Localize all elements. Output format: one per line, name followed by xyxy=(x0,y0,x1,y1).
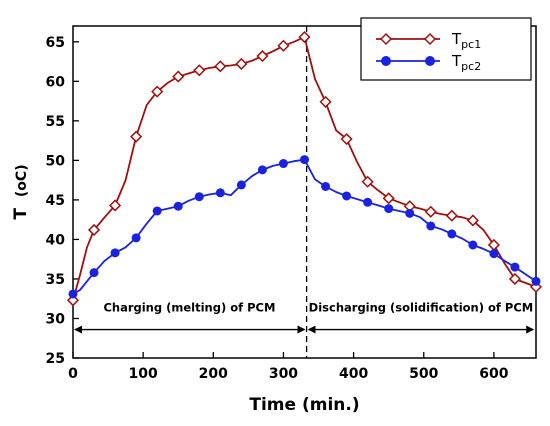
y-tick-label: 40 xyxy=(46,232,66,248)
charging-annotation: Charging (melting) of PCM xyxy=(103,300,275,314)
data-point-tpc1 xyxy=(298,31,311,44)
data-point-tpc2 xyxy=(173,201,183,211)
data-point-tpc1 xyxy=(382,192,395,205)
annotation-layer: Charging (melting) of PCM Discharging (s… xyxy=(74,300,535,334)
data-point-tpc1 xyxy=(508,272,522,286)
x-tick-label: 400 xyxy=(339,366,368,382)
legend-label-tpc2-main: T xyxy=(451,52,462,70)
legend-marker-tpc1-left xyxy=(379,32,393,46)
data-point-tpc1 xyxy=(319,95,332,108)
x-tick-label: 100 xyxy=(129,366,158,382)
data-point-tpc1 xyxy=(214,60,227,73)
x-tick-label: 300 xyxy=(269,366,298,382)
series-line-tpc2 xyxy=(72,158,537,295)
data-point-tpc1 xyxy=(445,209,458,222)
data-point-tpc2 xyxy=(384,204,394,214)
data-point-tpc2 xyxy=(110,248,120,258)
y-tick-label: 60 xyxy=(46,74,66,90)
plot-border xyxy=(72,25,537,359)
data-point-tpc2 xyxy=(447,229,457,239)
data-point-tpc2 xyxy=(468,240,478,250)
series-tpc2 xyxy=(68,155,541,299)
data-point-tpc2 xyxy=(531,276,541,286)
y-tick-label: 30 xyxy=(46,311,66,327)
data-point-tpc2 xyxy=(300,155,309,165)
plot-frame xyxy=(72,25,537,359)
data-point-tpc1 xyxy=(66,294,80,307)
data-point-tpc2 xyxy=(236,180,246,190)
x-axis-label: Time (min.) xyxy=(249,395,359,415)
data-point-tpc1 xyxy=(151,85,164,98)
x-tick-label: 600 xyxy=(479,366,508,382)
data-point-tpc1 xyxy=(256,49,269,63)
data-point-tpc1 xyxy=(172,70,185,83)
y-tick-label: 50 xyxy=(46,153,66,169)
data-point-tpc1 xyxy=(277,39,290,52)
data-point-tpc1 xyxy=(235,57,248,71)
data-point-tpc1 xyxy=(424,205,437,218)
data-point-tpc2 xyxy=(489,249,499,259)
y-tick-label: 45 xyxy=(46,193,65,209)
legend-label-tpc2: Tpc2 xyxy=(451,52,481,73)
data-point-tpc2 xyxy=(278,159,288,169)
legend-box xyxy=(360,17,532,81)
data-point-tpc2 xyxy=(405,208,415,218)
x-tick-label: 0 xyxy=(68,366,78,382)
y-axis: 25 30 35 40 45 50 55 60 65 xyxy=(46,35,79,367)
data-point-tpc1 xyxy=(87,223,101,237)
data-point-tpc2 xyxy=(152,206,162,216)
data-point-tpc2 xyxy=(257,165,267,175)
legend-label-tpc1-main: T xyxy=(451,30,462,48)
x-tick-label: 200 xyxy=(199,366,228,382)
y-tick-label: 55 xyxy=(46,114,65,130)
discharging-annotation: Discharging (solidification) of PCM xyxy=(309,300,534,314)
legend-label-tpc1-sub: pc1 xyxy=(461,38,481,51)
legend-label-tpc1: Tpc1 xyxy=(451,30,481,51)
data-point-tpc1 xyxy=(361,175,374,188)
data-point-tpc1 xyxy=(340,132,353,146)
data-point-tpc1 xyxy=(130,130,143,143)
data-point-tpc2 xyxy=(426,221,436,231)
data-point-tpc2 xyxy=(510,262,520,272)
legend-marker-tpc2-right xyxy=(425,56,435,66)
series-layer xyxy=(66,31,543,307)
data-point-tpc2 xyxy=(131,233,141,243)
series-tpc1 xyxy=(66,31,543,307)
data-point-tpc1 xyxy=(109,199,122,212)
legend-entry-tpc1: Tpc1 xyxy=(376,30,481,51)
data-point-tpc2 xyxy=(363,197,373,207)
legend-marker-tpc2-left xyxy=(381,56,391,66)
x-tick-label: 500 xyxy=(409,366,438,382)
legend-marker-tpc1-right xyxy=(423,32,437,46)
legend-entry-tpc2: Tpc2 xyxy=(376,52,481,73)
data-point-tpc2 xyxy=(68,289,78,299)
y-axis-label-unit: (oC) xyxy=(14,164,30,197)
data-point-tpc2 xyxy=(89,268,99,278)
y-tick-label: 25 xyxy=(46,351,65,367)
y-tick-label: 35 xyxy=(46,272,65,288)
y-axis-label: T (oC) xyxy=(11,164,31,219)
data-point-tpc2 xyxy=(194,192,204,202)
data-point-tpc2 xyxy=(321,181,331,191)
data-point-tpc1 xyxy=(193,64,206,77)
y-axis-label-main: T xyxy=(11,208,31,220)
data-point-tpc2 xyxy=(342,191,352,201)
x-axis: 0 100 200 300 400 500 600 xyxy=(68,352,509,382)
data-point-tpc1 xyxy=(466,214,479,227)
legend: Tpc1 Tpc2 xyxy=(360,17,532,81)
y-tick-label: 65 xyxy=(46,35,65,51)
data-point-tpc2 xyxy=(215,188,225,198)
legend-label-tpc2-sub: pc2 xyxy=(461,60,481,73)
